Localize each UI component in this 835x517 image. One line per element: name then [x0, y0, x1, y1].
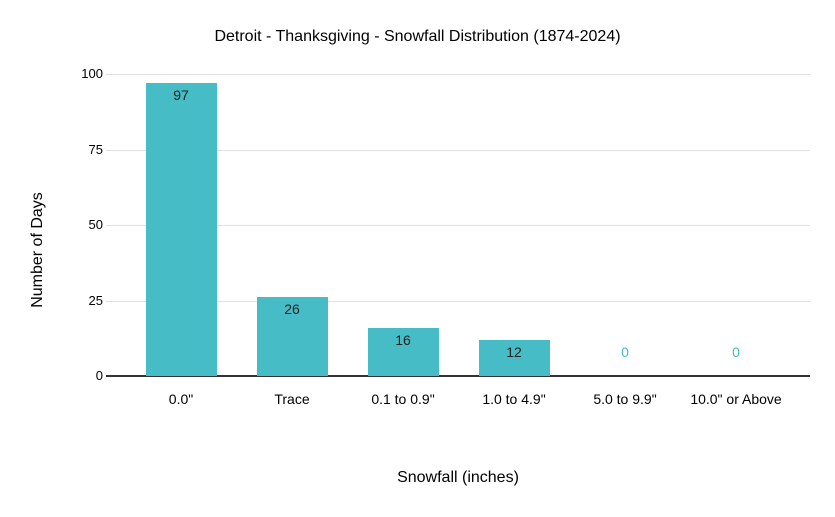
gridline: [106, 149, 810, 151]
x-axis-baseline: [106, 375, 810, 377]
y-tick-label: 0: [95, 368, 103, 383]
x-tick-label: Trace: [274, 391, 310, 407]
bar: [367, 327, 439, 376]
bar-value-label: 16: [395, 331, 411, 348]
bar-value-label: 12: [506, 343, 522, 360]
y-tick-label: 100: [81, 66, 103, 81]
chart-title: Detroit - Thanksgiving - Snowfall Distri…: [214, 28, 621, 45]
x-tick-label: 0.1 to 0.9": [371, 391, 435, 407]
gridline: [106, 300, 810, 302]
x-axis-title: Snowfall (inches): [397, 469, 519, 486]
bar-value-label: 26: [284, 301, 300, 318]
bar-value-label: 0: [621, 344, 629, 360]
gridline: [106, 74, 810, 75]
gridline: [106, 225, 810, 226]
bar: [478, 339, 550, 376]
y-tick-label: 50: [88, 217, 103, 232]
y-tick-label: 75: [88, 141, 103, 157]
bar-value-label: 0: [732, 344, 740, 360]
x-tick-label: 0.0": [168, 391, 194, 407]
bar-value-label: 97: [173, 87, 189, 104]
bar: [256, 297, 328, 376]
x-tick-label: 1.0 to 4.9": [482, 391, 546, 407]
y-tick-label: 25: [88, 292, 103, 308]
x-tick-label: 5.0 to 9.9": [593, 391, 657, 407]
x-tick-label: 10.0" or Above: [690, 391, 782, 407]
bar: [145, 83, 217, 376]
y-axis-title: Number of Days: [29, 192, 46, 308]
